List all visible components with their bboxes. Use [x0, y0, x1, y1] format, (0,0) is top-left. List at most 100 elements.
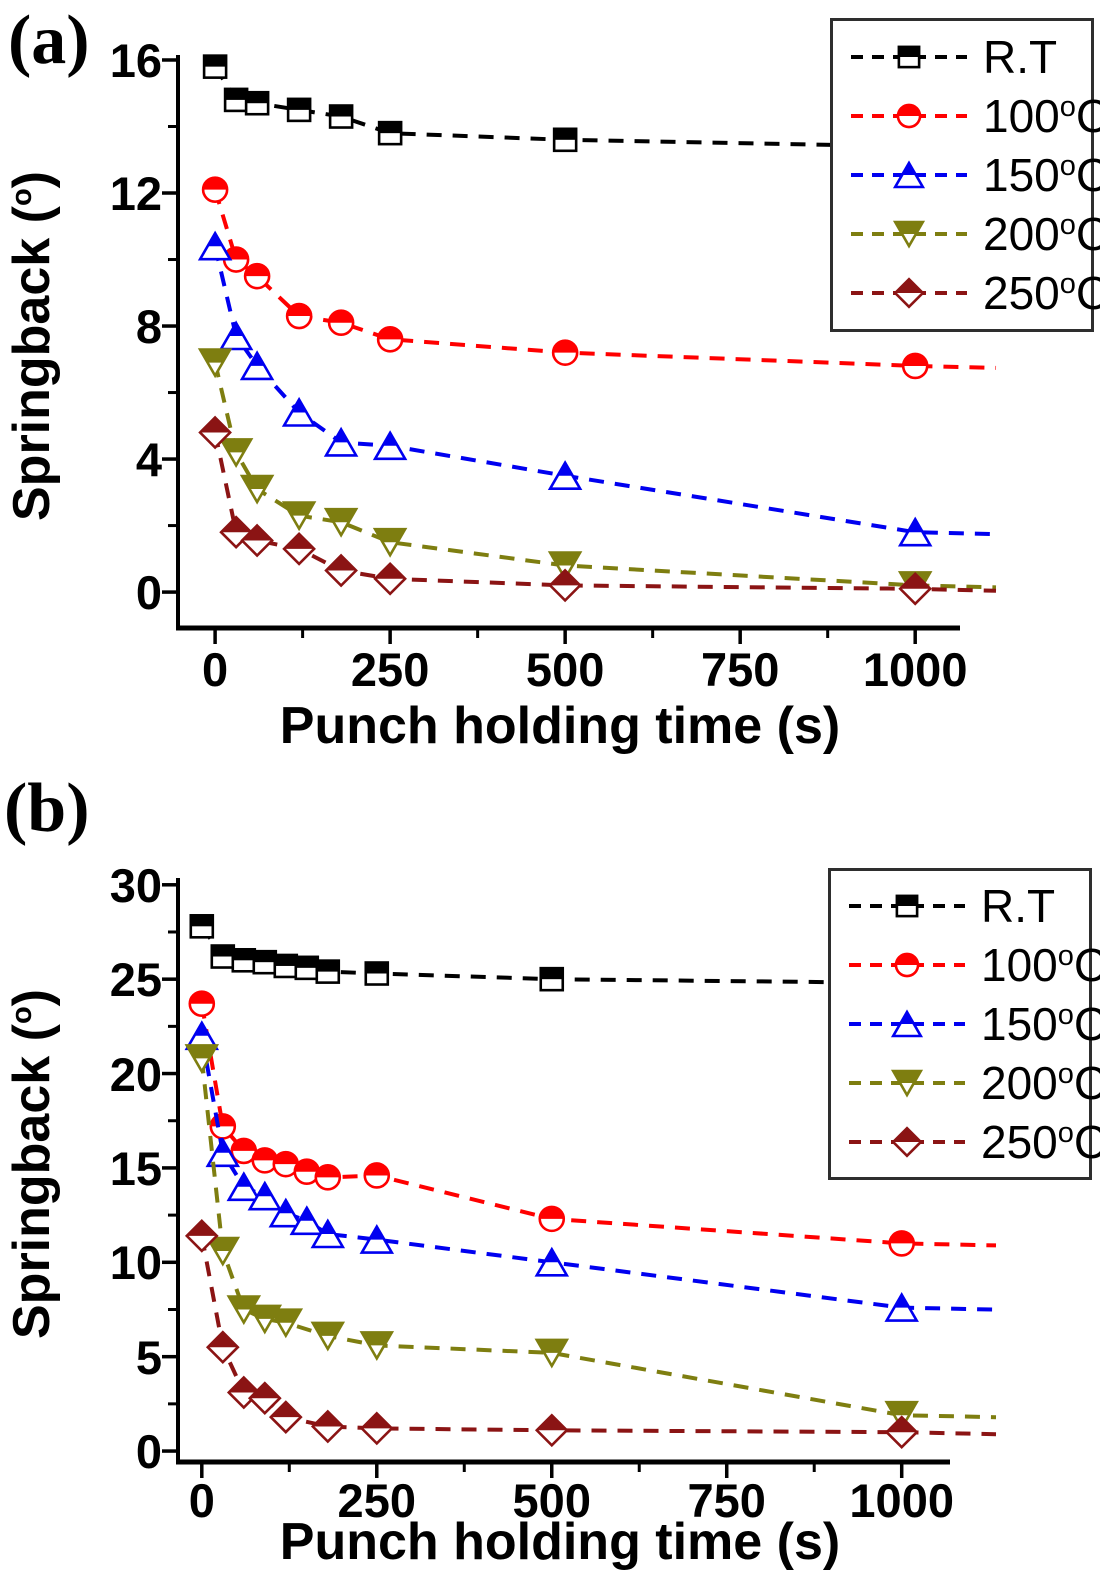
legend-label: R.T: [981, 883, 1055, 929]
marker-triangle-up: [197, 230, 233, 261]
degree-superscript: o: [1059, 149, 1076, 182]
legend-label-unit: C: [1075, 208, 1100, 261]
x-tick-label: 1000: [849, 1474, 954, 1527]
x-axis-title-b: Punch holding time (s): [279, 1513, 841, 1571]
marker-triangle-down-top: [242, 476, 273, 489]
marker-triangle-up-top: [299, 1207, 315, 1221]
legend-entry: 250oC: [831, 1113, 1100, 1171]
y-tick-label: 12: [109, 167, 162, 220]
marker-diamond-top: [186, 1220, 217, 1236]
marker-diamond-top: [242, 525, 273, 541]
marker-triangle-up-top: [544, 1249, 560, 1263]
legend-label: 250oC: [981, 1115, 1100, 1168]
legend-label-unit: C: [1073, 939, 1100, 992]
legend-label-text: 150: [981, 997, 1058, 1050]
degree-superscript: o: [1059, 209, 1076, 242]
marker-square-top: [225, 88, 248, 100]
marker-triangle-down-top: [550, 552, 581, 566]
y-tick-label: 5: [135, 1330, 162, 1384]
marker-diamond-top: [312, 1411, 343, 1427]
marker-circle-top: [329, 310, 354, 323]
marker-circle-top: [889, 1231, 914, 1244]
marker-square-top: [330, 105, 353, 117]
degree-superscript: o: [1057, 940, 1074, 973]
marker-square-top: [316, 960, 339, 972]
marker-triangle-down-top: [886, 1402, 917, 1416]
legend-label: 150oC: [981, 997, 1100, 1050]
degree-superscript: o: [1059, 268, 1076, 301]
y-tick-label: 0: [135, 566, 162, 620]
marker-diamond-top: [249, 1383, 280, 1399]
marker-triangle-down-top: [200, 349, 231, 363]
legend-label-unit: C: [1075, 267, 1100, 320]
legend-entry: R.T: [833, 28, 1091, 86]
marker-square-top: [232, 949, 255, 961]
legend-entry: 200oC: [831, 1054, 1100, 1112]
marker-square-top: [379, 122, 402, 134]
marker-diamond-top: [893, 1127, 921, 1142]
x-tick-label: 0: [202, 643, 229, 696]
marker-circle-top: [203, 177, 228, 190]
legend-label-text: 100: [983, 89, 1060, 142]
marker-diamond-top: [207, 1332, 238, 1348]
marker-square-top: [288, 98, 311, 110]
marker-triangle-up-top: [557, 462, 573, 476]
legend-sample: [849, 1069, 965, 1098]
marker-square-top: [896, 896, 918, 907]
marker-circle-top: [364, 1163, 389, 1176]
legend-label: 250oC: [983, 267, 1100, 320]
marker-diamond-top: [200, 417, 231, 433]
legend-label: R.T: [983, 34, 1057, 80]
marker-square-top: [295, 956, 318, 968]
x-tick-label: 500: [525, 643, 605, 696]
marker-square-top: [898, 46, 920, 57]
marker-diamond-top: [375, 563, 406, 579]
marker-diamond-top: [270, 1402, 301, 1418]
legend-label: 200oC: [981, 1056, 1100, 1109]
y-tick-label: 8: [135, 300, 162, 354]
marker-triangle-up-top: [333, 429, 349, 443]
y-tick-label: 20: [109, 1047, 162, 1101]
marker-triangle-up-top: [194, 1022, 210, 1036]
y-tick-label: 0: [135, 1425, 162, 1479]
legend-label-text: 150: [983, 148, 1060, 201]
legend-label-text: 250: [983, 267, 1060, 320]
marker-triangle-up-top: [207, 233, 223, 247]
marker-triangle-up-top: [257, 1183, 273, 1197]
marker-triangle-up-top: [228, 323, 244, 336]
marker-triangle-up-top: [382, 432, 398, 446]
marker-triangle-down-top: [207, 1238, 238, 1251]
legend-sample: [849, 1125, 965, 1158]
x-tick-label: 1000: [862, 643, 968, 696]
marker-square-top: [246, 92, 269, 104]
x-tick-label: 250: [350, 643, 430, 696]
marker-circle-top: [252, 1148, 277, 1161]
marker-triangle-down-top: [312, 1322, 343, 1336]
marker-triangle-up-top: [320, 1221, 336, 1234]
marker-circle-top: [245, 264, 270, 277]
legend-sample: [851, 45, 967, 69]
legend-entry: 100oC: [831, 936, 1100, 994]
legend-sample: [851, 103, 967, 129]
marker-triangle-up-top: [249, 352, 265, 366]
marker-circle-top: [378, 327, 403, 340]
y-tick-label: 30: [109, 858, 162, 912]
marker-triangle-down-top: [895, 222, 923, 235]
degree-superscript: o: [6, 1006, 38, 1025]
legend-label-text: 200: [981, 1056, 1058, 1109]
marker-diamond-top: [550, 570, 581, 586]
marker-diamond-top: [886, 1417, 917, 1433]
legend-entry: 200oC: [833, 205, 1100, 263]
legend-label-text: 200: [983, 208, 1060, 261]
degree-superscript: o: [1057, 1057, 1074, 1090]
marker-circle-top: [897, 104, 921, 116]
legend-label-text: 250: [981, 1115, 1058, 1168]
legend-sample: [849, 1009, 965, 1038]
marker-square-top: [253, 951, 276, 963]
marker-triangle-up-top: [369, 1226, 385, 1240]
panel-label-b: (b): [4, 770, 90, 847]
series-line: [213, 65, 997, 151]
marker-square-top: [554, 128, 577, 140]
series-line: [199, 1035, 997, 1312]
